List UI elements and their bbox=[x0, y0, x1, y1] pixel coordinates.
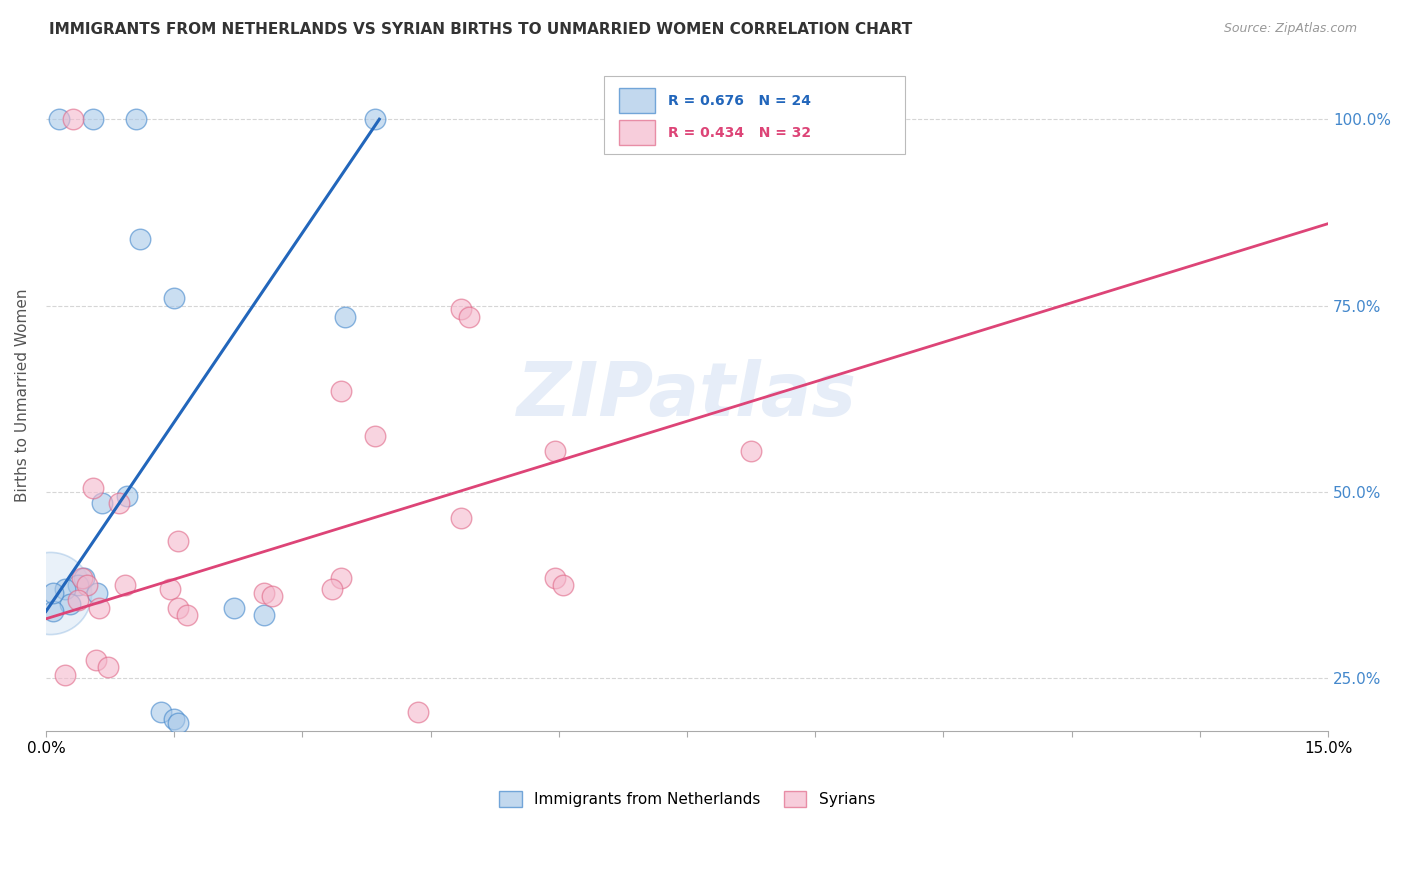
Point bbox=[53, 582, 76, 596]
Point bbox=[70, 571, 93, 585]
Point bbox=[39, 585, 62, 599]
Point bbox=[73, 571, 96, 585]
Point bbox=[67, 578, 90, 592]
Point bbox=[125, 112, 148, 127]
Point bbox=[96, 660, 118, 674]
Point bbox=[84, 653, 107, 667]
Point bbox=[107, 496, 129, 510]
Point bbox=[450, 302, 472, 317]
Point bbox=[364, 429, 387, 443]
Point bbox=[333, 310, 356, 324]
Point bbox=[364, 112, 387, 127]
Point bbox=[295, 742, 318, 756]
Point bbox=[553, 578, 575, 592]
Point bbox=[534, 742, 557, 756]
Point bbox=[90, 496, 112, 510]
Text: ZIPatlas: ZIPatlas bbox=[517, 359, 858, 432]
Point bbox=[82, 112, 104, 127]
Point bbox=[253, 608, 276, 623]
Point bbox=[321, 582, 343, 596]
Point bbox=[114, 578, 136, 592]
Point bbox=[329, 384, 352, 399]
Point bbox=[48, 112, 70, 127]
Point bbox=[87, 600, 110, 615]
FancyBboxPatch shape bbox=[619, 87, 655, 113]
Point bbox=[167, 533, 190, 548]
Point bbox=[543, 571, 565, 585]
Point bbox=[253, 585, 276, 599]
Point bbox=[406, 705, 429, 719]
Point bbox=[159, 582, 181, 596]
Y-axis label: Births to Unmarried Women: Births to Unmarried Women bbox=[15, 288, 30, 502]
Point bbox=[765, 112, 787, 127]
Point bbox=[163, 713, 186, 727]
Point bbox=[458, 310, 481, 324]
Point bbox=[176, 608, 198, 623]
Point bbox=[62, 112, 84, 127]
Text: IMMIGRANTS FROM NETHERLANDS VS SYRIAN BIRTHS TO UNMARRIED WOMEN CORRELATION CHAR: IMMIGRANTS FROM NETHERLANDS VS SYRIAN BI… bbox=[49, 22, 912, 37]
Point bbox=[115, 489, 138, 503]
Point bbox=[167, 716, 190, 731]
Point bbox=[59, 597, 82, 611]
Point bbox=[450, 511, 472, 525]
Point bbox=[129, 231, 152, 245]
Text: Source: ZipAtlas.com: Source: ZipAtlas.com bbox=[1223, 22, 1357, 36]
Text: R = 0.676   N = 24: R = 0.676 N = 24 bbox=[668, 94, 811, 108]
Point bbox=[67, 593, 90, 607]
Point bbox=[163, 291, 186, 305]
Point bbox=[740, 444, 762, 458]
Point bbox=[543, 444, 565, 458]
Point bbox=[859, 112, 882, 127]
Point bbox=[262, 590, 284, 604]
FancyBboxPatch shape bbox=[603, 77, 905, 153]
Point bbox=[82, 481, 104, 495]
Point bbox=[329, 571, 352, 585]
FancyBboxPatch shape bbox=[619, 120, 655, 145]
Point bbox=[86, 585, 108, 599]
Point bbox=[278, 746, 301, 760]
Point bbox=[53, 667, 76, 681]
Text: R = 0.434   N = 32: R = 0.434 N = 32 bbox=[668, 126, 811, 140]
Point bbox=[167, 600, 190, 615]
Point bbox=[150, 705, 173, 719]
Point bbox=[42, 604, 65, 618]
Point bbox=[76, 578, 98, 592]
Point bbox=[42, 585, 65, 599]
Point bbox=[222, 600, 245, 615]
Legend: Immigrants from Netherlands, Syrians: Immigrants from Netherlands, Syrians bbox=[494, 785, 882, 814]
Point bbox=[825, 780, 848, 794]
